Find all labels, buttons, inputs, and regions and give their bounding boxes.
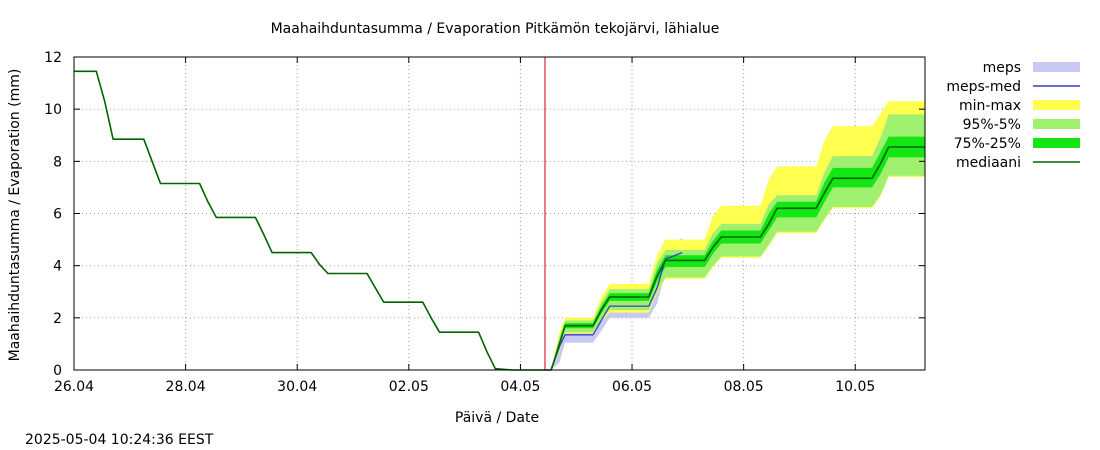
timestamp: 2025-05-04 10:24:36 EEST [25,432,214,448]
axis-ticks: 0 2 4 6 8 10 12 26.04 28.04 30.04 02.05 04.05 06.05 0… [44,50,925,395]
history-line [74,70,545,371]
y-tick-label: 2 [53,311,62,327]
y-axis-label: Maahaihduntasumma / Evaporation (mm) [7,69,23,362]
y-tick-label: 12 [44,50,62,66]
y-tick-label: 8 [53,154,62,170]
x-tick-label: 08.05 [724,379,764,395]
legend: meps meps-med min-max 95%-5% 75%-25% mediaani [946,60,1080,171]
y-tick-label: 6 [53,207,62,223]
chart-title: Maahaihduntasumma / Evaporation Pitkämön… [271,21,720,37]
legend-swatch-meps [1033,62,1080,72]
legend-label-p75_25: 75%-25% [954,136,1021,152]
legend-label-meps: meps [983,60,1021,76]
median-line [545,146,925,371]
legend-label-median: mediaani [956,155,1021,171]
legend-swatch-p75_25 [1033,138,1080,148]
x-tick-label: 28.04 [166,379,206,395]
y-tick-label: 10 [44,102,62,118]
x-tick-label: 04.05 [500,379,540,395]
y-tick-label: 4 [53,259,62,275]
x-tick-label: 02.05 [389,379,429,395]
legend-label-p95_5: 95%-5% [963,117,1021,133]
legend-label-minmax: min-max [959,98,1021,114]
x-tick-label: 30.04 [277,379,317,395]
x-tick-label: 26.04 [54,379,94,395]
series-lines [74,57,925,371]
legend-swatch-minmax [1033,100,1080,110]
x-axis-label: Päivä / Date [455,410,539,426]
x-tick-label: 06.05 [612,379,652,395]
p75-25-band [545,136,925,370]
legend-swatch-p95_5 [1033,119,1080,129]
x-tick-label: 10.05 [835,379,875,395]
legend-label-meps_med: meps-med [946,79,1021,95]
forecast-bands [545,101,925,371]
y-tick-label: 0 [53,363,62,379]
